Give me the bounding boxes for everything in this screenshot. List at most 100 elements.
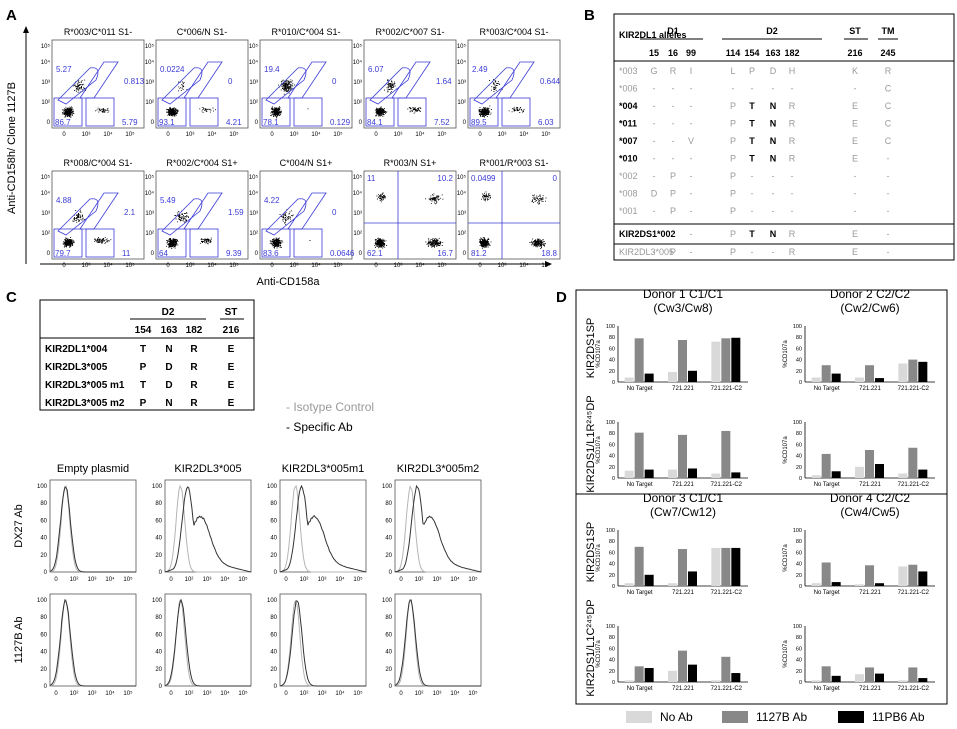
bar-y-tick: 60 bbox=[796, 346, 802, 352]
hist-y-tick: 80 bbox=[270, 615, 277, 621]
hist-y-tick: 100 bbox=[267, 598, 278, 604]
bar bbox=[875, 464, 884, 478]
bar-y-tick: 60 bbox=[796, 442, 802, 448]
gate-rect-neg bbox=[261, 97, 291, 127]
bar bbox=[634, 432, 644, 478]
bar bbox=[668, 371, 677, 382]
bar-y-tick: 100 bbox=[606, 624, 615, 630]
histogram-frame bbox=[394, 479, 482, 573]
flow-y-tick: 10⁴ bbox=[457, 190, 467, 197]
hist-y-tick: 60 bbox=[385, 518, 392, 524]
residue-cell: E bbox=[852, 247, 858, 257]
c-domain-d2: D2 bbox=[162, 307, 175, 318]
residue-cell: - bbox=[653, 229, 656, 239]
gate-rect-neg bbox=[365, 97, 395, 127]
flow-plot: R*008/C*004 S1- 0 10² 10³ 10⁴ 10⁵ 0 10³ 10⁴ 10⁵ 4.… bbox=[41, 158, 145, 269]
hist-x-tick: 10⁵ bbox=[353, 690, 363, 697]
bar-y-tick: 40 bbox=[796, 562, 802, 568]
c-residue: R bbox=[190, 380, 198, 391]
bar bbox=[678, 549, 687, 586]
residue-cell: - bbox=[672, 136, 675, 146]
bar bbox=[624, 583, 634, 586]
panel-d-upper-box bbox=[575, 289, 948, 495]
quad-percent: 16.7 bbox=[437, 249, 453, 258]
flow-y-tick: 0 bbox=[255, 251, 259, 257]
bar-category-label: 721.221 bbox=[859, 386, 881, 392]
residue-cell: - bbox=[751, 189, 754, 199]
flow-x-tick: 10³ bbox=[290, 132, 299, 138]
residue-cell: K bbox=[852, 66, 858, 76]
hist-x-tick: 10⁴ bbox=[450, 690, 460, 697]
gate-percent: 0 bbox=[228, 77, 233, 86]
bar bbox=[918, 361, 928, 382]
gate-percent: 86.7 bbox=[55, 118, 71, 127]
panel-a-y-axis-label: Anti-CD158h/ Clone 1127B bbox=[6, 82, 18, 214]
residue-cell: D bbox=[770, 66, 777, 76]
gate-percent: 5.27 bbox=[56, 65, 72, 74]
bar-y-tick: 80 bbox=[609, 335, 615, 341]
gate-percent: 2.1 bbox=[124, 208, 136, 217]
hist-x-tick: 0 bbox=[399, 577, 403, 583]
flow-x-tick: 10⁴ bbox=[311, 131, 321, 138]
histogram-frame bbox=[49, 593, 137, 687]
histogram-column-title: KIR2DL3*005m1 bbox=[282, 463, 365, 475]
flow-y-tick: 10³ bbox=[353, 211, 362, 217]
bar bbox=[821, 562, 831, 586]
domain-label: ST bbox=[849, 26, 861, 36]
bar bbox=[908, 447, 918, 478]
flow-plot: R*002/C*007 S1- 0 10² 10³ 10⁴ 10⁵ 0 10³ 10⁴ 10⁵ 6.… bbox=[353, 27, 457, 138]
bar-y-tick: 0 bbox=[799, 584, 802, 590]
bar bbox=[731, 547, 741, 586]
residue-cell: P bbox=[730, 101, 736, 111]
legend-label: 11PB6 Ab bbox=[872, 710, 925, 724]
hist-x-tick: 10³ bbox=[88, 577, 97, 583]
bar bbox=[688, 571, 697, 586]
hist-y-tick: 40 bbox=[270, 650, 277, 656]
flow-y-tick: 10³ bbox=[353, 80, 362, 86]
allele-name: *002 bbox=[619, 171, 638, 181]
histogram-plot: 0 20 40 60 80 100 0 10² 10³ 10⁴ 10⁵ bbox=[37, 593, 137, 697]
allele-name: *003 bbox=[619, 66, 638, 76]
flow-y-tick: 0 bbox=[463, 120, 467, 126]
gate-percent: 6.03 bbox=[538, 118, 554, 127]
flow-x-tick: 10⁴ bbox=[103, 131, 113, 138]
bar bbox=[678, 650, 687, 682]
bar bbox=[898, 680, 908, 682]
residue-cell: - bbox=[653, 119, 656, 129]
hist-x-tick: 0 bbox=[54, 691, 58, 697]
c-row-name: KIR2DL3*005 m1 bbox=[45, 380, 125, 391]
residue-cell: - bbox=[772, 171, 775, 181]
hist-x-tick: 10² bbox=[70, 577, 79, 583]
hist-x-tick: 0 bbox=[169, 577, 173, 583]
hist-y-tick: 80 bbox=[385, 501, 392, 507]
flow-y-tick: 10² bbox=[145, 100, 154, 106]
residue-cell: L bbox=[730, 66, 735, 76]
hist-x-tick: 10⁵ bbox=[123, 576, 133, 583]
residue-cell: - bbox=[887, 189, 890, 199]
flow-plot-title: C*004/N S1+ bbox=[280, 158, 333, 168]
hist-x-tick: 10⁴ bbox=[105, 690, 115, 697]
flow-y-tick: 0 bbox=[151, 251, 155, 257]
residue-cell: - bbox=[653, 84, 656, 94]
flow-x-tick: 10³ bbox=[290, 263, 299, 269]
bar bbox=[644, 668, 654, 682]
residue-cell: - bbox=[751, 84, 754, 94]
c-position: 163 bbox=[161, 325, 178, 336]
gate-percent: 2.49 bbox=[472, 65, 488, 74]
hist-y-tick: 60 bbox=[155, 632, 162, 638]
bar bbox=[721, 430, 731, 478]
bar-category-label: 721.221 bbox=[672, 482, 694, 488]
panel-letter-d: D bbox=[556, 289, 567, 306]
c-residue: R bbox=[190, 344, 198, 355]
residue-cell: - bbox=[791, 171, 794, 181]
gate-rect-neg bbox=[157, 228, 187, 258]
c-residue: N bbox=[165, 398, 172, 409]
panel-a-flow-plots: R*003/C*011 S1- 0 10² 10³ 10⁴ 10⁵ 0 10³ 10⁴ 10⁵ 5.… bbox=[41, 27, 561, 269]
hist-y-tick: 0 bbox=[274, 684, 278, 690]
hist-y-tick: 20 bbox=[270, 667, 277, 673]
bar bbox=[875, 673, 884, 682]
c-residue: D bbox=[165, 362, 172, 373]
flow-plot-title: R*003/C*004 S1- bbox=[479, 27, 548, 37]
position-label: 16 bbox=[668, 48, 678, 58]
residue-cell: E bbox=[852, 154, 858, 164]
